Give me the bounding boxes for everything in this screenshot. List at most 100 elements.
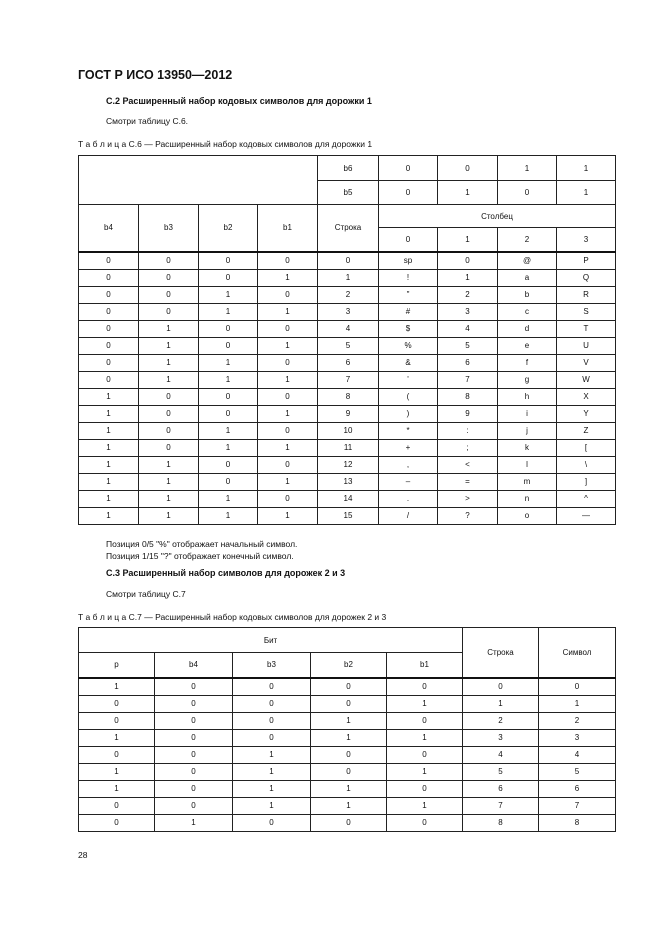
table-cell: P: [556, 250, 616, 270]
table-row: 1 0 0 1 9) 9 i Y: [78, 404, 616, 423]
table-cell: 0: [154, 745, 233, 764]
table-cell: 0: [198, 455, 258, 474]
table-cell: 1: [78, 455, 139, 474]
table-cell: 1: [317, 268, 379, 287]
column-header: b2: [198, 204, 258, 252]
table-cell: 1: [198, 302, 258, 321]
table-cell: <: [437, 455, 498, 474]
table-cell: 0: [310, 813, 387, 832]
table-cell: 0: [198, 319, 258, 338]
table-cell: 8: [538, 813, 617, 832]
table-cell: 8: [317, 387, 379, 406]
table-cell: /: [378, 506, 438, 525]
note: Позиция 1/15 "?" отображает конечный сим…: [106, 551, 294, 561]
table-cell: X: [556, 387, 616, 406]
table-cell: *: [378, 421, 438, 440]
table-cell: –: [378, 472, 438, 491]
table-cell: 0: [310, 676, 387, 696]
table-cell: 0: [78, 353, 139, 372]
table-cell: 2: [462, 711, 540, 730]
column-header: b3: [232, 652, 311, 678]
table-cell: 7: [317, 370, 379, 389]
section-heading-c2: С.2 Расширенный набор кодовых символов д…: [106, 96, 372, 106]
table-cell: 1: [78, 728, 155, 747]
table-cell: 3: [462, 728, 540, 747]
table-cell: 1: [138, 370, 199, 389]
b6-value: 1: [497, 155, 557, 181]
b6-value: 0: [378, 155, 438, 181]
table-cell: 0: [232, 694, 311, 713]
table-cell: 0: [78, 745, 155, 764]
table-cell: a: [497, 268, 557, 287]
table-cell: 0: [154, 779, 233, 798]
table-cell: 0: [232, 813, 311, 832]
table-cell: %: [378, 336, 438, 355]
table-cell: b: [497, 285, 557, 304]
table-row: 0 0 1 0 2 " 2 b R: [78, 285, 616, 304]
table-cell: 1: [154, 813, 233, 832]
table-cell: \: [556, 455, 616, 474]
column-header: b4: [154, 652, 233, 678]
table-caption-c6: Т а б л и ц а С.6 — Расширенный набор ко…: [78, 139, 373, 149]
table-cell: !: [378, 268, 438, 287]
table-cell: 1: [198, 285, 258, 304]
b5-value: 0: [497, 180, 557, 205]
table-cell: 4: [317, 319, 379, 338]
table-cell: 0: [154, 711, 233, 730]
table-cell: 7: [462, 796, 540, 815]
table-cell: e: [497, 336, 557, 355]
table-cell: 1: [78, 404, 139, 423]
table-row: 1 0 1 0 10 *: j Z: [78, 421, 616, 440]
table-row: 1 1 1 1 15/? o —: [78, 506, 616, 525]
table-cell: 6: [317, 353, 379, 372]
table-cell: 0: [138, 421, 199, 440]
table-cell: 1: [310, 711, 387, 730]
table-cell: f: [497, 353, 557, 372]
table-cell: 0: [257, 353, 318, 372]
table-cell: c: [497, 302, 557, 321]
column-header: b1: [257, 204, 318, 252]
table-cell: ^: [556, 489, 616, 508]
table-cell: 0: [385, 813, 464, 832]
table-cell: 6: [437, 353, 498, 372]
table-cell: 1: [78, 387, 139, 406]
column-number: 0: [378, 227, 438, 252]
b5-value: 1: [556, 180, 616, 205]
table-cell: +: [378, 438, 438, 457]
table-cell: 0: [138, 250, 199, 270]
table-cell: k: [497, 438, 557, 457]
table-cell: 1: [257, 268, 318, 287]
table-cell: W: [556, 370, 616, 389]
table-row: 0 1 0 0 4 $4 d T: [78, 319, 616, 338]
table-cell: 5: [462, 762, 540, 781]
table-cell: 1: [198, 438, 258, 457]
table-cell: 7: [538, 796, 617, 815]
table-row: 1 0 0 0 8(8 h X: [78, 387, 616, 406]
table-cell: V: [556, 353, 616, 372]
table-cell: 6: [538, 779, 617, 798]
table-cell: sp: [378, 250, 438, 270]
table-cell: 5: [538, 762, 617, 781]
table-cell: 1: [78, 489, 139, 508]
table-cell: 10: [317, 421, 379, 440]
page-number: 28: [78, 850, 88, 860]
table-cell: 0: [138, 438, 199, 457]
table-cell: 1: [198, 489, 258, 508]
table-cell: h: [497, 387, 557, 406]
table-cell: #: [378, 302, 438, 321]
table-cell: 0: [232, 676, 311, 696]
table-cell: 9: [317, 404, 379, 423]
table-cell: 0: [78, 302, 139, 321]
table-cell: 6: [462, 779, 540, 798]
table-cell: 1: [138, 489, 199, 508]
table-cell: 1: [78, 762, 155, 781]
table-cell: ): [378, 404, 438, 423]
table-cell: ?: [437, 506, 498, 525]
table-cell: 0: [138, 268, 199, 287]
table-cell: T: [556, 319, 616, 338]
table-cell: 13: [317, 472, 379, 491]
